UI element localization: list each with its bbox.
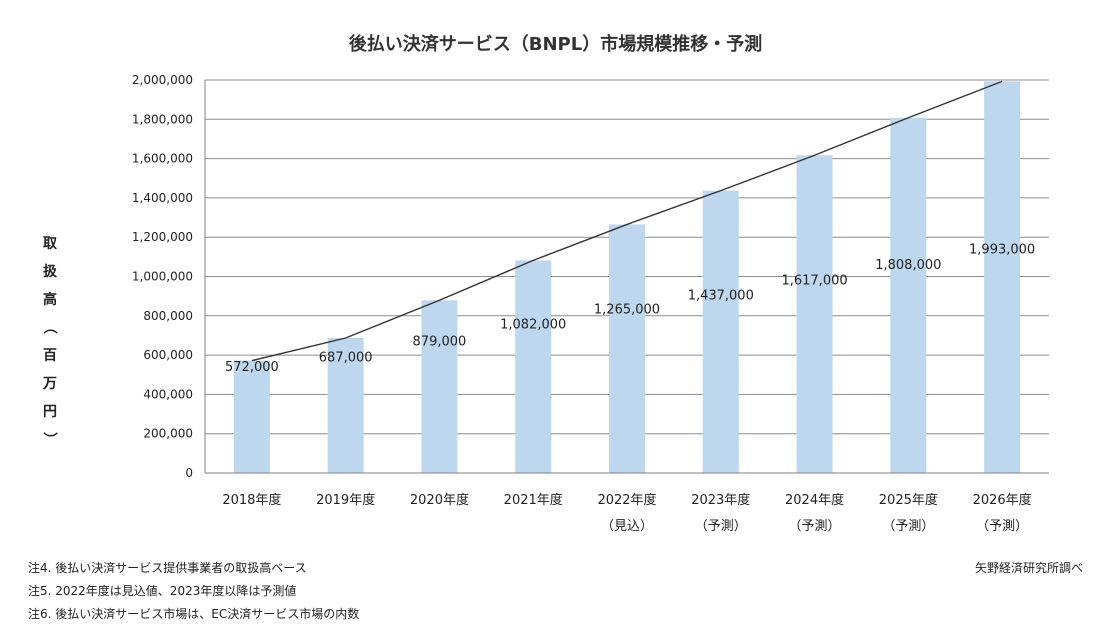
y-tick-label: 1,800,000 [132, 112, 193, 126]
y-tick-label: 200,000 [143, 427, 193, 441]
bar [233, 360, 270, 473]
bar [327, 338, 364, 473]
x-tick-label: 2023年度 [691, 492, 750, 508]
y-tick-label: 1,400,000 [132, 191, 193, 205]
trend-line [251, 80, 1003, 362]
y-axis-label-char: （ [41, 320, 57, 334]
note-4: 注4. 後払い決済サービス提供事業者の取扱高ベース [28, 561, 307, 575]
x-tick-sublabel: （予測） [789, 519, 841, 534]
data-label: 1,082,000 [500, 318, 566, 333]
y-tick-label: 800,000 [143, 309, 193, 323]
y-axis-label-char: 扱 [43, 263, 58, 280]
x-tick-label: 2020年度 [410, 492, 469, 508]
x-tick-label: 2021年度 [504, 492, 563, 508]
x-tick-label: 2026年度 [973, 492, 1032, 508]
y-tick-label: 2,000,000 [132, 73, 193, 87]
x-tick-sublabel: （予測） [695, 519, 747, 534]
bar [796, 155, 833, 473]
bar [515, 260, 552, 473]
y-axis-label: 取扱高 （ 百万円 ） [41, 236, 58, 446]
bar [984, 81, 1021, 474]
note-5: 注5. 2022年度は見込値、2023年度以降は予測値 [28, 584, 297, 598]
y-tick-label: 1,600,000 [132, 152, 193, 166]
data-label: 687,000 [319, 350, 373, 365]
y-axis-label-char: 高 [43, 291, 57, 308]
data-label: 1,993,000 [969, 242, 1035, 257]
y-axis-label-char: 万 [42, 376, 57, 392]
y-axis-label-char: 百 [43, 348, 57, 364]
x-tick-sublabel: （予測） [882, 519, 934, 534]
trend-line-group [251, 80, 1003, 362]
data-label: 879,000 [413, 334, 467, 349]
data-labels: 572,000 687,000 879,000 1,082,000 1,265,000 1… [225, 242, 1035, 374]
y-axis-label-char: 円 [43, 404, 57, 420]
y-axis-label-char: 取 [43, 236, 58, 252]
x-tick-sublabel: （見込） [601, 519, 653, 534]
y-tick-label: 1,200,000 [132, 230, 193, 244]
y-tick-label: 1,000,000 [132, 270, 193, 284]
x-tick-label: 2022年度 [597, 492, 656, 508]
data-label: 1,617,000 [781, 274, 847, 289]
bar [609, 224, 645, 473]
x-tick-label: 2019年度 [316, 492, 375, 508]
bar [421, 300, 458, 473]
data-label: 572,000 [225, 360, 279, 375]
chart-title: 後払い決済サービス（BNPL）市場規模推移・予測 [348, 34, 763, 55]
data-label: 1,265,000 [594, 303, 660, 318]
note-6: 注6. 後払い決済サービス市場は、EC決済サービス市場の内数 [28, 607, 360, 621]
data-label: 1,808,000 [875, 258, 941, 273]
x-tick-label: 2024年度 [785, 492, 844, 508]
axes: 0 200,000 400,000 600,000 800,000 1,000,000 1,… [132, 73, 1049, 534]
y-tick-label: 600,000 [143, 348, 193, 362]
bar [702, 190, 739, 473]
y-axis-label-char: ） [41, 432, 57, 446]
x-tick-sublabel: （予測） [976, 519, 1028, 534]
bars [233, 81, 1021, 474]
x-tick-label: 2018年度 [222, 492, 281, 508]
y-tick-label: 0 [185, 466, 193, 480]
bar [890, 117, 927, 473]
data-label: 1,437,000 [688, 288, 754, 303]
source-credit: 矢野経済研究所調べ [974, 561, 1083, 575]
x-tick-label: 2025年度 [879, 492, 938, 508]
y-tick-label: 400,000 [143, 387, 193, 401]
